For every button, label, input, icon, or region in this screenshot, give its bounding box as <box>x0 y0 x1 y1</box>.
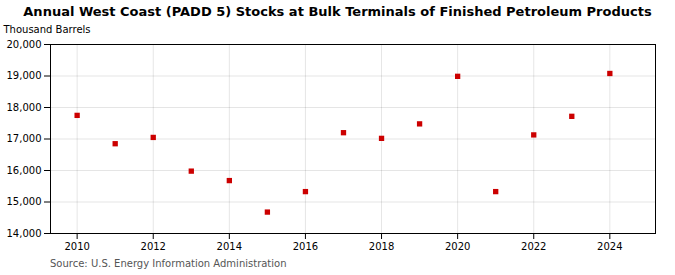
svg-text:2010: 2010 <box>64 241 89 252</box>
svg-text:17,000: 17,000 <box>7 133 42 144</box>
svg-text:15,000: 15,000 <box>7 196 42 207</box>
svg-text:Thousand Barrels: Thousand Barrels <box>3 24 91 35</box>
svg-text:18,000: 18,000 <box>7 102 42 113</box>
svg-text:2012: 2012 <box>141 241 166 252</box>
svg-text:16,000: 16,000 <box>7 165 42 176</box>
svg-text:2022: 2022 <box>521 241 546 252</box>
svg-text:19,000: 19,000 <box>7 70 42 81</box>
svg-text:20,000: 20,000 <box>7 39 42 50</box>
svg-text:2016: 2016 <box>293 241 318 252</box>
html-text:Source: U.S. Energy Informatio: Source: U.S. Energy Information Administ… <box>50 258 287 269</box>
svg-text:2014: 2014 <box>217 241 242 252</box>
html-text:Annual West Coast (PADD 5) Sto: Annual West Coast (PADD 5) Stocks at Bul… <box>23 4 652 19</box>
svg-text:2018: 2018 <box>369 241 394 252</box>
svg-text:2024: 2024 <box>597 241 622 252</box>
svg-text:2020: 2020 <box>445 241 470 252</box>
svg-text:14,000: 14,000 <box>7 228 42 239</box>
